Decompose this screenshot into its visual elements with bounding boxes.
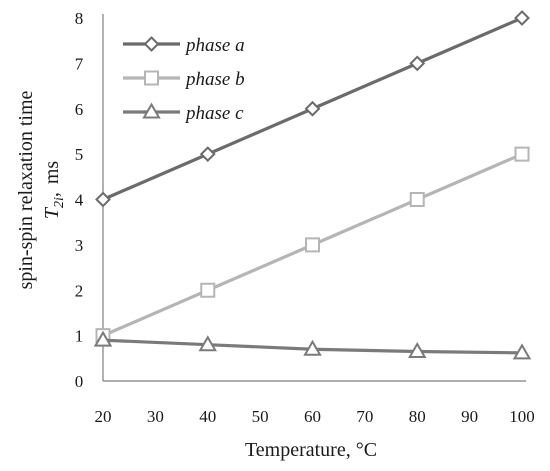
y-tick-label: 3: [75, 236, 84, 255]
legend-marker-phase-b: [144, 70, 159, 86]
legend-label-phase-a: phase a: [184, 35, 245, 56]
y-axis-subtitle: T2i, ms: [41, 161, 67, 220]
y-axis-symbol: T: [41, 206, 63, 219]
y-tick-label: 1: [75, 327, 84, 346]
y-tick-label: 0: [75, 372, 84, 391]
y-tick-label: 8: [75, 9, 84, 28]
x-tick-label: 30: [147, 407, 164, 426]
data-point-phase-a: [304, 100, 321, 117]
data-point-phase-c: [512, 343, 532, 360]
data-point-phase-a: [95, 191, 111, 208]
legend-marker-phase-a: [143, 36, 160, 52]
y-tick-label: 2: [75, 281, 84, 300]
y-axis-subscript: 2i: [52, 197, 67, 208]
x-tick-label: 70: [356, 407, 373, 426]
x-tick-label: 60: [304, 407, 321, 426]
legend-marker-phase-c: [142, 102, 161, 119]
data-point-phase-a: [199, 146, 216, 163]
tick-labels: 0 1 2 3 4 5 6 7 8 20 30 40 50 60 70 80 90 100: [75, 9, 535, 426]
x-tick-label: 100: [509, 407, 535, 426]
data-point-phase-a: [514, 10, 530, 26]
y-tick-label: 7: [75, 54, 84, 73]
data-point-phase-c: [303, 339, 322, 356]
y-tick-label: 4: [75, 191, 84, 210]
y-axis-separator: ,: [41, 192, 63, 197]
x-axis-title: Temperature, °C: [245, 439, 377, 461]
y-tick-label: 6: [75, 100, 84, 119]
data-point-phase-c: [93, 330, 113, 347]
x-tick-label: 80: [409, 407, 426, 426]
data-point-phase-a: [409, 55, 426, 72]
y-tick-label: 5: [75, 145, 84, 164]
x-tick-label: 90: [461, 407, 478, 426]
x-tick-label: 20: [95, 407, 112, 426]
legend-label-phase-b: phase b: [184, 69, 245, 90]
data-point-phase-c: [198, 335, 217, 352]
x-tick-label: 50: [252, 407, 269, 426]
data-point-phase-b: [200, 282, 216, 298]
legend: phase a phase b phase c: [123, 35, 245, 124]
legend-label-phase-c: phase c: [184, 103, 244, 124]
data-point-phase-b: [514, 146, 530, 162]
y-axis-unit: ms: [41, 161, 63, 185]
y-axis-title: spin-spin relaxation time: [15, 90, 37, 289]
plot-area: [93, 10, 532, 382]
data-point-phase-b: [305, 237, 320, 253]
x-tick-label: 40: [199, 407, 216, 426]
data-point-phase-c: [408, 342, 427, 359]
data-point-phase-b: [409, 192, 425, 207]
